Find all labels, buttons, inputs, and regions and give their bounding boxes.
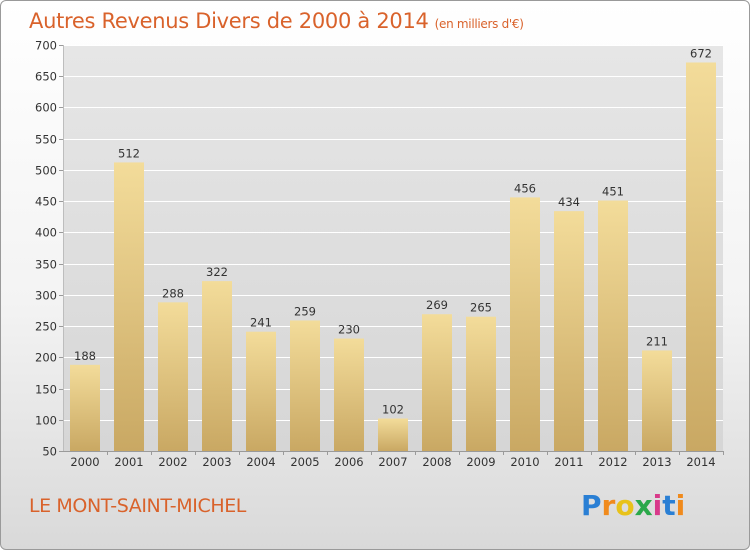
y-tick-label: 450	[35, 195, 57, 209]
x-tick-label: 2000	[70, 455, 99, 469]
x-tick-label: 2006	[334, 455, 363, 469]
bar-2012	[598, 200, 628, 451]
x-tick-label: 2002	[158, 455, 187, 469]
logo-letter: o	[615, 489, 635, 522]
bar-2006	[334, 338, 364, 451]
y-tick-label: 550	[35, 133, 57, 147]
value-label-2006: 230	[338, 323, 360, 337]
x-tick-label: 2010	[510, 455, 539, 469]
y-tick-label: 650	[35, 70, 57, 84]
logo-letter: t	[662, 489, 676, 522]
x-tick-label: 2012	[598, 455, 627, 469]
bar-2004	[246, 331, 276, 451]
bar-2002	[158, 302, 188, 451]
bar-2001	[114, 162, 144, 452]
value-label-2007: 102	[382, 403, 404, 417]
x-tick-label: 2008	[422, 455, 451, 469]
y-tick-label: 100	[35, 414, 57, 428]
value-label-2004: 241	[250, 316, 272, 330]
x-tick-label: 2004	[246, 455, 275, 469]
bar-2011	[554, 211, 584, 451]
value-label-2003: 322	[206, 265, 228, 279]
y-tick-label: 600	[35, 101, 57, 115]
x-tick-label: 2001	[114, 455, 143, 469]
bar-2000	[70, 364, 100, 451]
x-tick-label: 2005	[290, 455, 319, 469]
logo-letter: i	[652, 489, 663, 522]
value-label-2005: 259	[294, 304, 316, 318]
value-label-2014: 672	[690, 46, 712, 60]
place-name: LE MONT-SAINT-MICHEL	[29, 495, 246, 517]
chart-subtitle: (en milliers d'€)	[434, 17, 524, 31]
logo-letter: i	[675, 489, 686, 522]
value-label-2011: 434	[558, 195, 580, 209]
logo-letter: r	[601, 489, 616, 522]
bar-2013	[642, 350, 672, 451]
y-tick-label: 500	[35, 164, 57, 178]
bar-2009	[466, 316, 496, 451]
proxiti-logo: Proxiti	[581, 489, 685, 522]
value-label-2001: 512	[118, 146, 140, 160]
y-tick-label: 400	[35, 226, 57, 240]
y-tick-label: 300	[35, 289, 57, 303]
y-axis: 50 100 150 200 250 300 350 400 450 500 550 600 650 70…	[35, 39, 63, 459]
x-tick-label: 2013	[642, 455, 671, 469]
y-tick-label: 350	[35, 258, 57, 272]
bars: 188 512 288 322 241 259 230 102 269 265 456 434 451 2…	[70, 46, 716, 452]
bar-2014	[686, 62, 716, 452]
value-label-2009: 265	[470, 301, 492, 315]
value-label-2002: 288	[162, 286, 184, 300]
y-tick-label: 250	[35, 320, 57, 334]
logo-letter: x	[634, 489, 653, 522]
bar-2010	[510, 197, 540, 451]
value-label-2013: 211	[646, 334, 668, 348]
logo-letter: P	[581, 489, 602, 522]
y-tick-label: 150	[35, 383, 57, 397]
y-tick-label: 200	[35, 351, 57, 365]
bar-2007	[378, 418, 408, 451]
value-label-2010: 456	[514, 181, 536, 195]
x-tick-label: 2009	[466, 455, 495, 469]
x-axis: 2000 2001 2002 2003 2004 2005 2006 2007 2008 2009…	[70, 451, 724, 469]
chart-title-text: Autres Revenus Divers de 2000 à 2014	[29, 9, 429, 33]
bar-2005	[290, 320, 320, 451]
y-tick-label: 50	[42, 445, 57, 459]
chart-title: Autres Revenus Divers de 2000 à 2014 (en …	[29, 9, 524, 33]
x-tick-label: 2011	[554, 455, 583, 469]
x-tick-label: 2003	[202, 455, 231, 469]
value-label-2012: 451	[602, 185, 624, 199]
bar-2003	[202, 281, 232, 451]
bar-2008	[422, 314, 452, 451]
x-tick-label: 2007	[378, 455, 407, 469]
x-tick-label: 2014	[686, 455, 715, 469]
y-tick-label: 700	[35, 39, 57, 53]
value-label-2008: 269	[426, 298, 448, 312]
value-label-2000: 188	[74, 349, 96, 363]
